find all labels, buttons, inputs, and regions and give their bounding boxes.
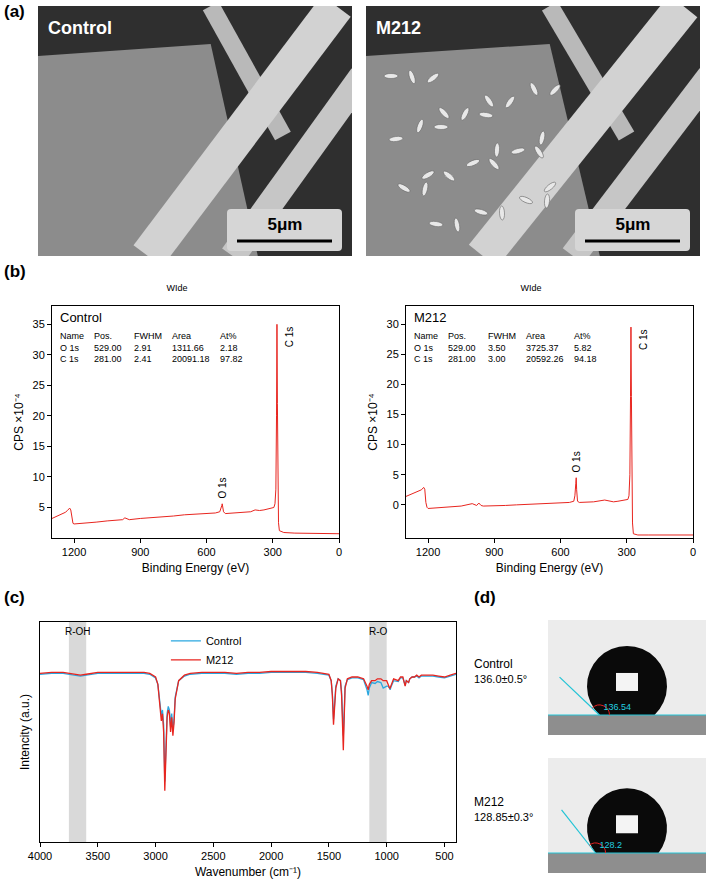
svg-text:1000: 1000	[374, 850, 398, 862]
svg-text:35: 35	[33, 318, 45, 330]
svg-text:2500: 2500	[201, 850, 225, 862]
svg-text:1500: 1500	[317, 850, 341, 862]
svg-text:1200: 1200	[416, 546, 440, 558]
svg-text:Control: Control	[206, 635, 241, 647]
svg-text:0: 0	[336, 546, 342, 558]
svg-text:Pos.529.00281.00: Pos.529.00281.00	[94, 331, 122, 364]
svg-text:WIde: WIde	[166, 283, 187, 293]
svg-text:Control: Control	[48, 18, 112, 38]
svg-text:M212: M212	[474, 795, 504, 809]
svg-text:Pos.529.00281.00: Pos.529.00281.00	[448, 331, 476, 364]
svg-text:O 1s: O 1s	[571, 451, 582, 472]
svg-text:900: 900	[485, 546, 503, 558]
svg-text:Wavenumber (cm⁻¹): Wavenumber (cm⁻¹)	[195, 865, 301, 879]
svg-text:M212: M212	[414, 310, 447, 325]
svg-text:Control: Control	[474, 657, 513, 671]
svg-text:1200: 1200	[62, 546, 86, 558]
svg-text:3500: 3500	[86, 850, 110, 862]
svg-text:600: 600	[197, 546, 215, 558]
svg-text:5μm: 5μm	[616, 215, 651, 234]
svg-text:Intencity (a.u.): Intencity (a.u.)	[18, 694, 32, 770]
svg-text:Area3725.3720592.26: Area3725.3720592.26	[526, 331, 564, 364]
svg-text:Area1311.6620091.18: Area1311.6620091.18	[172, 331, 210, 364]
svg-text:136.54: 136.54	[603, 702, 631, 712]
html-text:(a): (a)	[4, 2, 25, 21]
svg-text:136.0±0.5°: 136.0±0.5°	[474, 673, 527, 685]
svg-text:4000: 4000	[28, 850, 52, 862]
svg-text:25: 25	[387, 348, 399, 360]
svg-text:Control: Control	[60, 310, 102, 325]
html-text:(d): (d)	[474, 588, 496, 607]
svg-text:128.85±0.3°: 128.85±0.3°	[474, 811, 533, 823]
svg-text:10: 10	[33, 471, 45, 483]
svg-text:30: 30	[387, 318, 399, 330]
svg-text:0: 0	[393, 499, 399, 511]
svg-text:FWHM3.503.00: FWHM3.503.00	[488, 331, 516, 364]
svg-text:10: 10	[387, 438, 399, 450]
svg-text:3000: 3000	[143, 850, 167, 862]
svg-text:2000: 2000	[259, 850, 283, 862]
svg-text:600: 600	[551, 546, 569, 558]
svg-text:CPS ×10⁻⁴: CPS ×10⁻⁴	[12, 393, 26, 451]
svg-text:M212: M212	[376, 18, 421, 38]
svg-text:R-OH: R-OH	[65, 626, 91, 637]
svg-text:CPS ×10⁻⁴: CPS ×10⁻⁴	[366, 393, 380, 451]
svg-text:FWHM2.912.41: FWHM2.912.41	[134, 331, 162, 364]
svg-text:128.2: 128.2	[600, 840, 623, 850]
svg-text:NameO 1sC 1s: NameO 1sC 1s	[60, 331, 84, 364]
svg-text:At%5.8294.18: At%5.8294.18	[574, 331, 597, 364]
svg-text:0: 0	[690, 546, 696, 558]
svg-text:20: 20	[33, 410, 45, 422]
svg-text:300: 300	[264, 546, 282, 558]
svg-text:Binding Energy (eV): Binding Energy (eV)	[142, 561, 249, 575]
svg-text:20: 20	[387, 378, 399, 390]
svg-text:NameO 1sC 1s: NameO 1sC 1s	[414, 331, 438, 364]
svg-text:5: 5	[393, 469, 399, 481]
svg-text:M212: M212	[206, 654, 234, 666]
svg-text:900: 900	[131, 546, 149, 558]
svg-text:5μm: 5μm	[268, 215, 303, 234]
svg-text:5: 5	[39, 501, 45, 513]
svg-text:25: 25	[33, 379, 45, 391]
svg-text:Binding Energy (eV): Binding Energy (eV)	[496, 561, 603, 575]
svg-text:At%2.1897.82: At%2.1897.82	[220, 331, 243, 364]
svg-text:15: 15	[387, 408, 399, 420]
svg-text:500: 500	[435, 850, 453, 862]
svg-text:WIde: WIde	[520, 283, 541, 293]
svg-text:R-O: R-O	[369, 626, 388, 637]
svg-text:O 1s: O 1s	[217, 477, 228, 498]
svg-text:C 1s: C 1s	[638, 329, 649, 350]
svg-text:30: 30	[33, 349, 45, 361]
svg-text:15: 15	[33, 440, 45, 452]
html-text:(b): (b)	[4, 262, 26, 281]
html-text:(c): (c)	[4, 588, 25, 607]
svg-text:300: 300	[618, 546, 636, 558]
svg-text:C 1s: C 1s	[284, 327, 295, 348]
